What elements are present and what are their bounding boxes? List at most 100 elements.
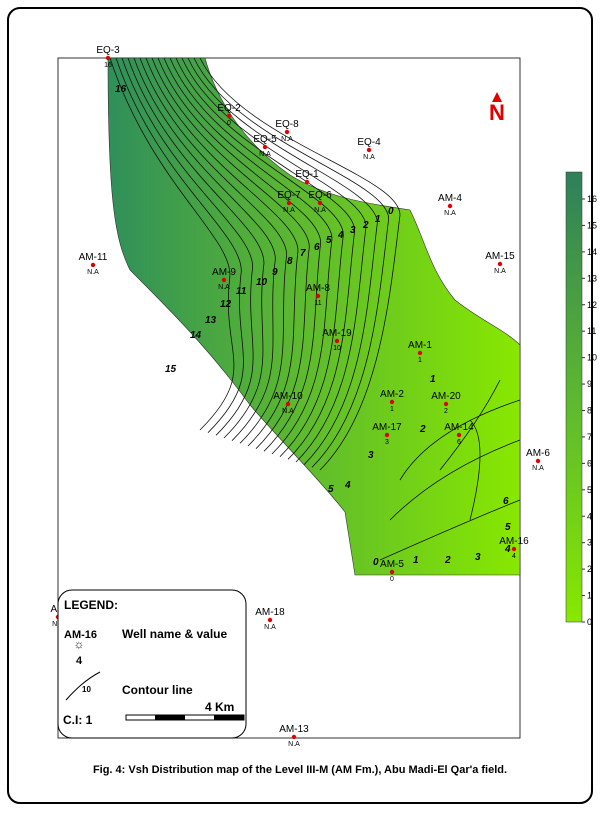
- well-name: AM-13: [279, 724, 309, 735]
- colorbar-tick-label: 8: [587, 406, 592, 416]
- colorbar-tick-label: 1: [587, 591, 592, 601]
- well-marker: [263, 145, 267, 149]
- field-area: [108, 58, 520, 575]
- well-name: AM-18: [255, 607, 285, 618]
- well-marker: [385, 433, 389, 437]
- colorbar-tick-label: 11: [587, 326, 596, 336]
- contour-label: 3: [368, 450, 374, 461]
- scale-bar: [126, 715, 244, 720]
- well-value: N.A: [283, 207, 295, 214]
- legend-well-symbol: ☼: [74, 637, 85, 651]
- well-value: N.A: [363, 154, 375, 161]
- well-marker: [305, 180, 309, 184]
- well-name: EQ-2: [217, 103, 241, 114]
- contour-label: 9: [272, 267, 278, 278]
- well-value: N.A: [259, 151, 271, 158]
- well-name: AM-1: [408, 340, 432, 351]
- well-name: AM-16: [499, 536, 529, 547]
- contour-label: 11: [236, 286, 247, 297]
- contour-label: 4: [504, 544, 511, 555]
- well-value: N.A: [494, 268, 506, 275]
- well-name: EQ-8: [275, 119, 299, 130]
- well-marker: [390, 570, 394, 574]
- well-value: N.A: [264, 624, 276, 631]
- contour-label: 4: [337, 230, 344, 241]
- well-marker: [286, 402, 290, 406]
- well-name: AM-14: [444, 422, 474, 433]
- north-arrow: N: [489, 100, 505, 125]
- contour-label: 5: [505, 522, 511, 533]
- well-marker: [268, 618, 272, 622]
- colorbar-tick-label: 6: [587, 458, 592, 468]
- contour-label: 6: [503, 496, 509, 507]
- well-value: 3: [385, 439, 389, 446]
- contour-label: 16: [115, 84, 127, 95]
- colorbar-tick-label: 15: [587, 220, 597, 230]
- well-value: 11: [314, 300, 321, 307]
- well-value: 0: [390, 576, 394, 583]
- legend-contour-value: 10: [82, 685, 91, 694]
- legend-title: LEGEND:: [64, 598, 118, 612]
- contour-label: 0: [373, 557, 379, 568]
- colorbar-tick-label: 13: [587, 273, 597, 283]
- well-marker: [316, 294, 320, 298]
- colorbar-tick-label: 10: [587, 353, 597, 363]
- contour-label: 10: [256, 277, 268, 288]
- contour-label: 1: [413, 555, 419, 566]
- well-marker: [292, 735, 296, 739]
- well-name: AM-11: [79, 252, 108, 263]
- colorbar-tick-label: 5: [587, 485, 592, 495]
- well-marker: [91, 263, 95, 267]
- colorbar: [566, 172, 582, 622]
- legend-ci: C.I: 1: [63, 713, 93, 727]
- well-value: 1: [418, 357, 422, 364]
- contour-label: 3: [475, 552, 481, 563]
- colorbar-tick-label: 9: [587, 379, 592, 389]
- contour-label: 6: [314, 242, 320, 253]
- colorbar-tick-label: 14: [587, 247, 597, 257]
- contour-label: 2: [419, 424, 426, 435]
- well-name: AM-9: [212, 267, 236, 278]
- contour-label: 8: [287, 256, 293, 267]
- legend-scale-text: 4 Km: [205, 700, 234, 714]
- legend-contour-text: Contour line: [122, 683, 193, 697]
- well-marker: [536, 459, 540, 463]
- contour-label: 14: [190, 330, 202, 341]
- figure: EQ-316EQ-20EQ-8N.AEQ-5N.AEQ-4N.AEQ-1EQ-7…: [0, 0, 600, 811]
- well-value: N.A: [444, 210, 456, 217]
- well-value: 16: [104, 62, 112, 69]
- well-marker: [457, 433, 461, 437]
- well-value: 0: [227, 120, 231, 127]
- well-value: 1: [390, 406, 394, 413]
- well-value: N.A: [288, 741, 300, 748]
- well-marker: [444, 402, 448, 406]
- well-name: EQ-1: [295, 169, 319, 180]
- contour-label: 13: [205, 315, 217, 326]
- well-value: 4: [512, 553, 516, 560]
- well-name: AM-17: [372, 422, 402, 433]
- well-name: AM-2: [380, 389, 404, 400]
- well-name: EQ-5: [253, 134, 277, 145]
- well-name: AM-20: [431, 391, 461, 402]
- well-marker: [106, 56, 110, 60]
- well-name: AM-4: [438, 193, 462, 204]
- well-value: N.A: [532, 465, 544, 472]
- well-value: N.A: [282, 408, 294, 415]
- well-value: N.A: [87, 269, 99, 276]
- well-name: AM-5: [380, 559, 404, 570]
- colorbar-tick-label: 4: [587, 511, 592, 521]
- well-name: AM-6: [526, 448, 550, 459]
- well-marker: [390, 400, 394, 404]
- well-marker: [287, 201, 291, 205]
- north-arrowhead: [492, 92, 502, 102]
- well-name: EQ-6: [308, 190, 332, 201]
- contour-label: 2: [362, 220, 369, 231]
- well-marker: [318, 201, 322, 205]
- well-marker: [498, 262, 502, 266]
- well-name: EQ-3: [96, 45, 120, 56]
- contour-label: 7: [300, 248, 306, 259]
- well-name: AM-15: [485, 251, 515, 262]
- well-marker: [367, 148, 371, 152]
- colorbar-tick-label: 0: [587, 617, 592, 627]
